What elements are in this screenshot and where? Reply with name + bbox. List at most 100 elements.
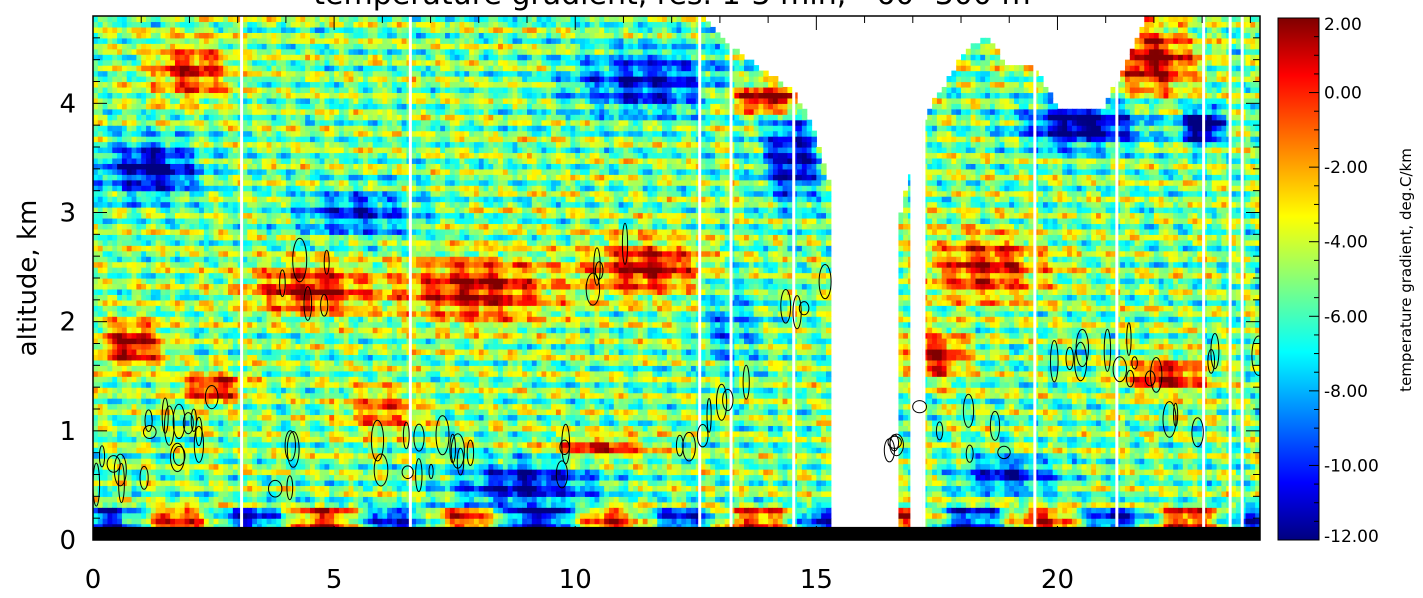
heatmap-cell — [285, 245, 292, 252]
heatmap-cell — [179, 381, 186, 388]
heatmap-cell — [107, 179, 113, 186]
heatmap-cell — [155, 136, 162, 143]
heatmap-cell — [93, 409, 99, 416]
heatmap-cell — [319, 212, 326, 219]
heatmap-cell — [174, 97, 181, 104]
heatmap-cell — [290, 201, 297, 208]
heatmap-cell — [174, 157, 181, 164]
heatmap-cell — [213, 348, 219, 356]
heatmap-cell — [199, 490, 205, 497]
heatmap-cell — [334, 479, 340, 487]
heatmap-cell — [208, 496, 215, 503]
heatmap-cell — [121, 136, 128, 143]
heatmap-cell — [338, 523, 345, 530]
heatmap-cell — [170, 239, 176, 246]
heatmap-cell — [290, 452, 297, 459]
heatmap-cell — [199, 103, 205, 110]
heatmap-cell — [223, 256, 229, 263]
heatmap-cell — [266, 136, 273, 143]
heatmap-cell — [276, 485, 282, 492]
heatmap-cell — [93, 168, 99, 175]
heatmap-cell — [334, 103, 340, 110]
heatmap-cell — [136, 359, 142, 366]
heatmap-cell — [310, 250, 316, 257]
heatmap-cell — [160, 196, 166, 203]
heatmap-cell — [199, 381, 205, 388]
heatmap-cell — [112, 272, 118, 279]
heatmap-cell — [247, 403, 253, 410]
heatmap-cell — [319, 59, 326, 66]
heatmap-cell — [203, 343, 210, 350]
heatmap-cell — [97, 21, 104, 28]
heatmap-cell — [232, 48, 239, 55]
heatmap-cell — [141, 174, 147, 181]
heatmap-cell — [131, 54, 137, 61]
heatmap-cell — [324, 174, 330, 181]
heatmap-cell — [121, 76, 128, 83]
heatmap-cell — [126, 32, 133, 39]
heatmap-cell — [174, 43, 181, 50]
heatmap-cell — [266, 48, 273, 55]
heatmap-cell — [97, 474, 104, 481]
heatmap-cell — [266, 463, 273, 470]
heatmap-cell — [218, 59, 224, 66]
heatmap-cell — [266, 37, 273, 44]
heatmap-cell — [271, 458, 277, 465]
heatmap-cell — [107, 43, 113, 50]
heatmap-cell — [252, 147, 258, 154]
heatmap-cell — [295, 48, 301, 55]
heatmap-cell — [218, 190, 224, 197]
heatmap-cell — [285, 419, 292, 426]
heatmap-cell — [334, 278, 340, 285]
heatmap-cell — [97, 239, 104, 246]
heatmap-cell — [199, 65, 205, 72]
heatmap-cell — [285, 332, 292, 339]
heatmap-cell — [281, 348, 287, 356]
heatmap-cell — [165, 250, 171, 257]
heatmap-cell — [334, 463, 340, 470]
heatmap-cell — [117, 256, 123, 263]
heatmap-cell — [126, 228, 133, 235]
heatmap-cell — [290, 141, 297, 148]
heatmap-cell — [194, 76, 200, 83]
heatmap-cell — [131, 501, 137, 508]
heatmap-cell — [93, 114, 99, 121]
heatmap-cell — [97, 174, 104, 181]
heatmap-cell — [295, 97, 301, 104]
heatmap-cell — [319, 463, 326, 470]
heatmap-cell — [126, 381, 133, 388]
heatmap-cell — [281, 97, 287, 104]
heatmap-cell — [112, 283, 118, 290]
heatmap-cell — [266, 212, 273, 219]
heatmap-cell — [324, 130, 330, 137]
heatmap-cell — [203, 81, 210, 88]
heatmap-cell — [319, 359, 326, 366]
heatmap-cell — [208, 310, 215, 317]
heatmap-cell — [338, 310, 345, 317]
heatmap-cell — [141, 376, 147, 383]
heatmap-cell — [184, 92, 191, 99]
heatmap-cell — [131, 256, 137, 263]
heatmap-cell — [334, 179, 340, 186]
heatmap-cell — [121, 239, 128, 246]
heatmap-cell — [252, 283, 258, 290]
heatmap-cell — [112, 245, 118, 252]
heatmap-cell — [252, 359, 258, 366]
heatmap-cell — [189, 163, 195, 170]
heatmap-cell — [324, 512, 330, 519]
heatmap-cell — [310, 97, 316, 104]
heatmap-cell — [285, 157, 292, 164]
heatmap-area — [93, 16, 1260, 540]
heatmap-cell — [319, 86, 326, 94]
heatmap-cell — [155, 310, 162, 317]
heatmap-cell — [107, 441, 113, 448]
heatmap-cell — [208, 65, 215, 72]
heatmap-cell — [179, 212, 186, 219]
heatmap-cell — [203, 430, 210, 437]
heatmap-cell — [189, 147, 195, 154]
heatmap-cell — [232, 217, 239, 225]
heatmap-cell — [131, 32, 137, 39]
heatmap-cell — [189, 65, 195, 72]
heatmap-cell — [174, 376, 181, 383]
heatmap-cell — [285, 190, 292, 197]
